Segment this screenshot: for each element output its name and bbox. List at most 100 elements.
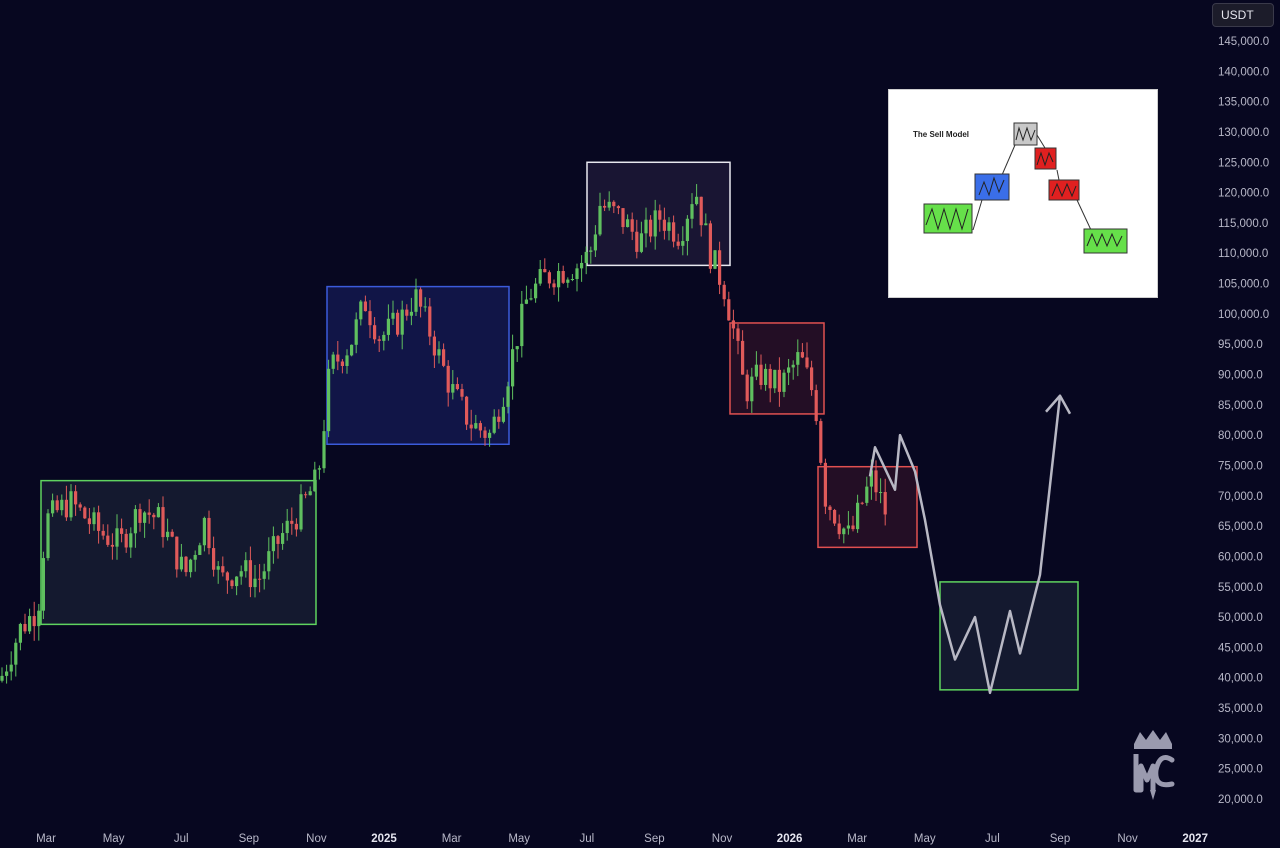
candle-body	[262, 571, 266, 579]
candle-body	[708, 223, 712, 269]
candle-body	[124, 533, 128, 548]
candle-body	[313, 469, 317, 492]
y-tick-label: 20,000.0	[1218, 794, 1263, 806]
candle-body	[828, 506, 832, 510]
candle-body	[800, 352, 804, 358]
candle-body	[750, 376, 754, 402]
projected-reaccumulation	[939, 581, 1079, 691]
x-tick-label: 2025	[371, 833, 397, 845]
x-tick-label: May	[508, 833, 530, 845]
y-tick-label: 85,000.0	[1218, 400, 1263, 412]
candle-body	[331, 354, 335, 369]
candle-body	[432, 336, 436, 356]
candle-body	[593, 234, 597, 251]
candle-body	[216, 566, 220, 570]
candle-body	[437, 349, 441, 356]
candle-body	[423, 306, 427, 308]
candle-body	[883, 492, 887, 515]
y-tick-label: 70,000.0	[1218, 491, 1263, 503]
y-tick-label: 25,000.0	[1218, 764, 1263, 776]
candle-body	[814, 390, 818, 422]
inset-markup-box	[974, 173, 1010, 201]
candle-body	[9, 664, 13, 672]
y-tick-label: 45,000.0	[1218, 642, 1263, 654]
candle-body	[317, 468, 321, 470]
candle-body	[616, 206, 620, 209]
candle-body	[699, 196, 703, 226]
x-tick-label: Nov	[712, 833, 733, 845]
candle-body	[570, 278, 574, 280]
candle-body	[221, 566, 225, 573]
candle-body	[290, 520, 294, 524]
candle-body	[727, 299, 731, 321]
y-tick-label: 50,000.0	[1218, 612, 1263, 624]
x-tick-label: Sep	[1050, 833, 1070, 845]
projection-path	[868, 395, 1062, 695]
candle-body	[244, 560, 248, 572]
candle-body	[754, 364, 758, 377]
candle-body	[166, 531, 170, 538]
candle-body	[207, 517, 211, 549]
candle-body	[212, 548, 216, 570]
candle-body	[676, 241, 680, 246]
candle-body	[833, 509, 837, 524]
candle-body	[524, 299, 528, 304]
candle-body	[764, 368, 768, 385]
candle-body	[184, 556, 188, 573]
candle-body	[152, 514, 156, 518]
candle-body	[474, 423, 478, 429]
currency-selector[interactable]: USDT	[1212, 3, 1274, 27]
candle-body	[156, 507, 160, 518]
candle-body	[543, 269, 547, 273]
candle-body	[106, 535, 110, 545]
candle-body	[520, 303, 524, 347]
candle-body	[658, 210, 662, 220]
candle-body	[0, 675, 4, 681]
candle-body	[561, 271, 565, 283]
candle-body	[621, 208, 625, 228]
candle-body	[115, 528, 119, 547]
mc-logo	[1133, 730, 1175, 800]
y-tick-label: 35,000.0	[1218, 703, 1263, 715]
candle-body	[603, 205, 607, 208]
candle-body	[865, 486, 869, 503]
candle-body	[285, 520, 289, 534]
candle-body	[630, 219, 634, 232]
candle-body	[856, 502, 860, 530]
candle-body	[345, 355, 349, 366]
candle-body	[685, 218, 689, 242]
candle-body	[598, 205, 602, 235]
y-tick-label: 105,000.0	[1218, 279, 1269, 291]
candle-body	[202, 517, 206, 546]
candle-body	[465, 396, 469, 425]
candle-body	[377, 339, 381, 341]
candle-body	[718, 250, 722, 285]
y-tick-label: 135,000.0	[1218, 97, 1269, 109]
x-tick-label: May	[103, 833, 125, 845]
y-tick-label: 90,000.0	[1218, 370, 1263, 382]
candle-body	[110, 544, 114, 547]
candle-body	[672, 222, 676, 242]
x-tick-label: Sep	[644, 833, 664, 845]
candle-body	[773, 369, 777, 389]
candle-body	[879, 492, 883, 494]
candle-body	[129, 533, 133, 548]
candle-body	[359, 301, 363, 320]
candle-body	[704, 223, 708, 226]
x-tick-label: Nov	[306, 833, 327, 845]
candle-body	[469, 424, 473, 429]
x-tick-label: May	[914, 833, 936, 845]
candle-body	[189, 559, 193, 573]
candle-body	[336, 354, 340, 362]
candle-body	[552, 283, 556, 288]
candle-body	[23, 623, 27, 632]
candle-body	[258, 578, 262, 580]
candle-body	[382, 334, 386, 341]
x-tick-label: Mar	[847, 833, 867, 845]
candle-body	[626, 219, 630, 228]
candle-body	[460, 389, 464, 397]
candle-body	[368, 311, 372, 326]
accumulation-range-2024	[40, 479, 317, 626]
candle-body	[695, 196, 699, 205]
candle-body	[446, 365, 450, 393]
